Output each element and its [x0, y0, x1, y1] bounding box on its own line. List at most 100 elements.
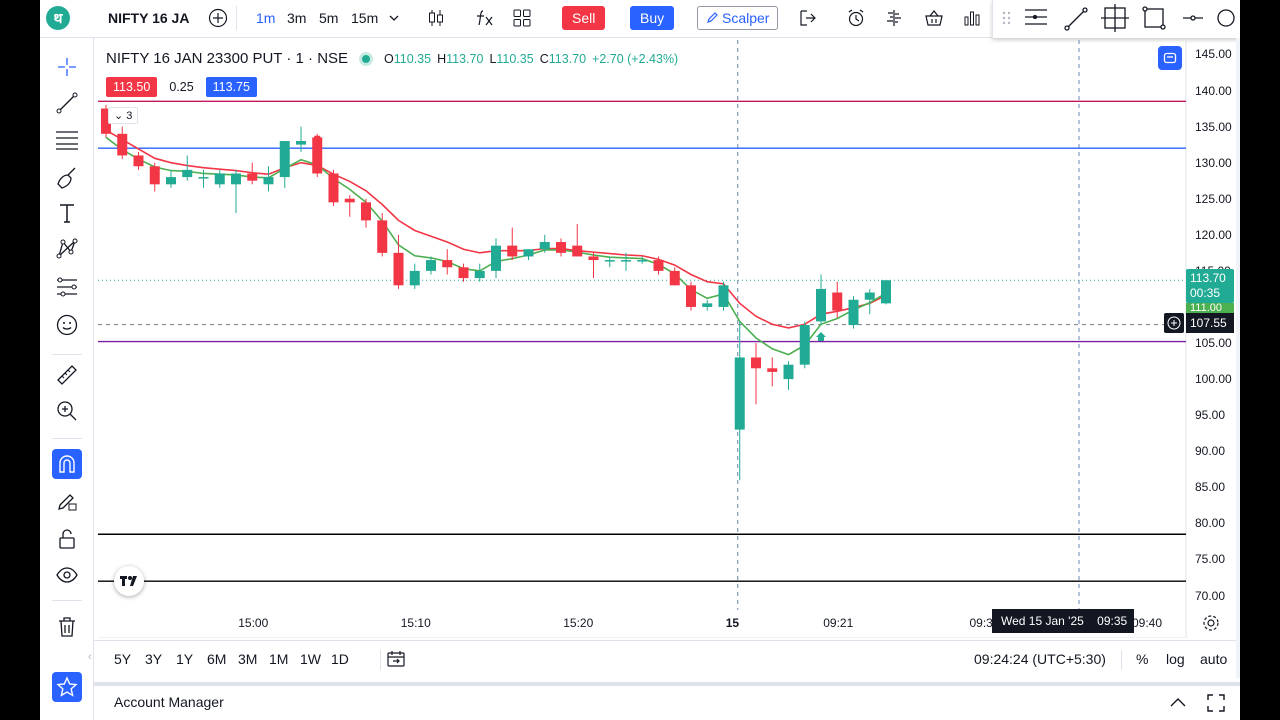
range-button-1m[interactable]: 1M	[269, 651, 289, 667]
buy-button[interactable]: Buy	[630, 6, 675, 30]
window-scrollbar[interactable]	[1236, 38, 1240, 678]
plus-circle-icon	[1167, 316, 1181, 330]
range-button-1d[interactable]: 1D	[331, 651, 349, 667]
magnet-tool[interactable]	[52, 449, 82, 479]
candle-body	[182, 169, 193, 178]
account-manager-title[interactable]: Account Manager	[114, 694, 224, 710]
range-button-6m[interactable]: 6M	[207, 651, 227, 667]
price-tick-label: 145.00	[1195, 47, 1232, 62]
timeframe-dropdown[interactable]	[388, 6, 400, 30]
price-axis[interactable]: 145.00140.00135.00130.00125.00120.00115.…	[1186, 40, 1238, 638]
text-tool[interactable]	[52, 198, 82, 228]
symbol-search[interactable]: NIFTY 16 JA	[108, 6, 189, 30]
auto-scale-toggle[interactable]: auto	[1200, 651, 1227, 667]
zoom-in-tool[interactable]	[52, 396, 82, 426]
price-tick-label: 75.00	[1195, 552, 1226, 567]
object-tree-button[interactable]	[1158, 46, 1182, 70]
candle-body	[377, 220, 388, 253]
account-manager-label: Account Manager	[114, 694, 224, 710]
brush-tool[interactable]	[52, 162, 82, 192]
candle-body	[442, 260, 453, 268]
toolbar-divider	[1121, 650, 1122, 670]
swap-icon	[1163, 52, 1177, 64]
crosshair-date: Wed 15 Jan '25	[1001, 614, 1084, 628]
candle-body	[328, 173, 339, 203]
chart-type-button[interactable]	[426, 6, 446, 30]
timeframe-15m[interactable]: 15m	[351, 6, 378, 30]
go-to-date-button[interactable]	[386, 649, 406, 672]
open-label: O	[384, 51, 394, 66]
candles-icon	[429, 10, 443, 26]
timeframe-label: 1m	[256, 10, 276, 26]
log-scale-toggle[interactable]: log	[1166, 651, 1185, 667]
horizontal-lines-tool[interactable]	[52, 124, 82, 154]
forecasting-tool[interactable]	[52, 272, 82, 302]
price-tick-label: 130.00	[1195, 155, 1232, 170]
maximize-panel-button[interactable]	[1206, 693, 1226, 718]
time-tick-label: 15:10	[400, 616, 431, 630]
depth-button[interactable]	[884, 6, 904, 30]
ruler-tool[interactable]	[52, 360, 82, 390]
chart-pane[interactable]: NIFTY 16 JAN 23300 PUT · 1 · NSE O110.35…	[98, 40, 1238, 639]
timeframe-1m[interactable]: 1m	[256, 6, 275, 30]
hide-drawings-tool[interactable]	[52, 560, 82, 590]
price-tick-label: 70.00	[1195, 588, 1226, 603]
horizontal-ray-icon	[1183, 15, 1203, 21]
trend-line-tool[interactable]	[52, 88, 82, 118]
basket-button[interactable]	[924, 6, 944, 30]
expand-panel-button[interactable]	[1168, 694, 1188, 717]
smiley-icon	[56, 314, 78, 336]
indicators-toggle[interactable]: ⌄ 3	[108, 107, 139, 124]
time-tick-label: 09:40	[1132, 616, 1163, 630]
bid-button[interactable]: 113.50	[106, 77, 158, 97]
stay-in-drawing-mode-tool[interactable]	[52, 486, 82, 516]
bottom-range-bar: ‹ 5Y 3Y 1Y 6M 3M 1M 1W 1D 09:24:24 (UTC+5:30) %…	[88, 640, 1240, 678]
icons-tool[interactable]	[52, 310, 82, 340]
candle-body	[507, 245, 518, 257]
candle-body	[296, 141, 306, 145]
spread-value: 0.25	[169, 80, 194, 94]
candle-body	[117, 133, 128, 156]
add-order-button[interactable]	[1164, 313, 1184, 333]
toolbar-divider	[52, 600, 82, 601]
indicators-button[interactable]	[474, 6, 496, 30]
tradingview-logo-icon[interactable]	[114, 566, 144, 596]
star-icon	[56, 676, 78, 697]
compare-symbol-button[interactable]	[206, 6, 230, 30]
sell-signal-arrow	[312, 135, 323, 145]
candle-body	[539, 242, 550, 250]
option-chain-button[interactable]	[962, 6, 982, 30]
lock-drawings-tool[interactable]	[52, 524, 82, 554]
replay-button[interactable]	[798, 6, 818, 30]
close-value: 113.70	[548, 51, 587, 66]
timeframe-5m[interactable]: 5m	[319, 6, 338, 30]
collapse-handle-icon[interactable]: ‹	[88, 651, 92, 663]
logo[interactable]: थ	[46, 6, 70, 30]
percent-scale-toggle[interactable]: %	[1136, 651, 1148, 667]
crosshair-tool[interactable]	[52, 52, 82, 82]
candle-body	[816, 288, 826, 322]
chart-settings-button[interactable]	[1202, 614, 1220, 637]
arrow-right-bar-icon	[800, 10, 816, 26]
chart-legend: NIFTY 16 JAN 23300 PUT · 1 · NSE O110.35…	[106, 50, 678, 67]
crosshair-time: 09:35	[1097, 614, 1128, 628]
range-button-3m[interactable]: 3M	[238, 651, 258, 667]
timezone-clock[interactable]: 09:24:24 (UTC+5:30)	[974, 651, 1106, 667]
range-button-1y[interactable]: 1Y	[176, 651, 194, 667]
price-tick-label: 95.00	[1195, 408, 1226, 423]
range-button-1w[interactable]: 1W	[300, 651, 321, 667]
timeframe-label: 3m	[287, 10, 307, 26]
time-axis[interactable]: 15:00 15:10 15:20 15 09:21 09:30 09:40	[98, 610, 1186, 638]
pattern-tool[interactable]	[52, 234, 82, 264]
favorites-tool[interactable]	[52, 672, 82, 702]
alert-button[interactable]	[846, 6, 866, 30]
range-button-3y[interactable]: 3Y	[145, 651, 163, 667]
ask-button[interactable]: 113.75	[205, 77, 257, 97]
remove-drawings-tool[interactable]	[52, 612, 82, 642]
sell-button[interactable]: Sell	[562, 6, 606, 30]
templates-button[interactable]	[512, 6, 532, 30]
scalper-button[interactable]: Scalper	[697, 6, 779, 30]
timeframe-3m[interactable]: 3m	[287, 6, 306, 30]
range-button-5y[interactable]: 5Y	[114, 651, 132, 667]
open-value: 110.35	[393, 51, 432, 66]
